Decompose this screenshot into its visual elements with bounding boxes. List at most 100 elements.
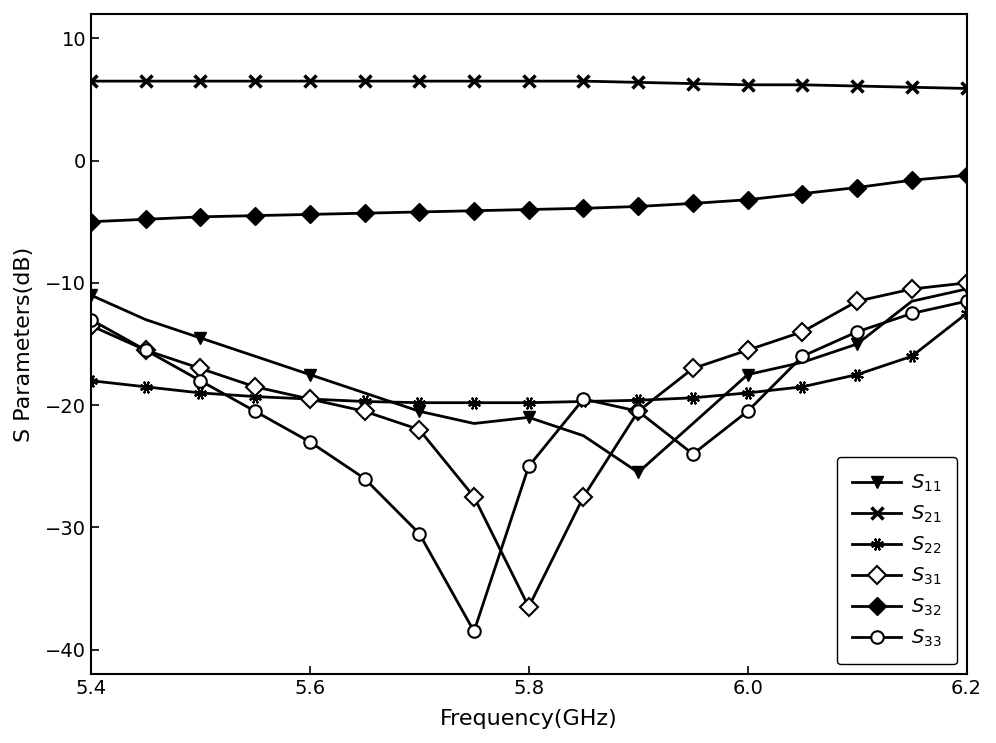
$S_{11}$ <box>468 419 480 428</box>
$S_{22}$ <box>304 395 316 403</box>
$S_{32}$ <box>304 210 316 219</box>
$S_{32}$ <box>359 209 371 218</box>
$S_{11}$ <box>742 370 754 379</box>
$S_{22}$ <box>578 397 590 406</box>
$S_{31}$ <box>359 407 371 416</box>
$S_{21}$ <box>85 77 97 85</box>
$S_{21}$ <box>797 80 809 89</box>
Line: $S_{31}$: $S_{31}$ <box>85 276 973 613</box>
Line: $S_{11}$: $S_{11}$ <box>85 283 973 478</box>
$S_{31}$ <box>304 395 316 403</box>
$S_{33}$ <box>194 376 206 385</box>
$S_{31}$ <box>468 493 480 502</box>
$S_{21}$ <box>632 78 644 87</box>
$S_{22}$ <box>413 398 425 407</box>
$S_{11}$ <box>797 358 809 367</box>
$S_{33}$ <box>578 395 590 403</box>
$S_{32}$ <box>852 183 864 192</box>
$S_{32}$ <box>468 207 480 215</box>
$S_{33}$ <box>85 315 97 324</box>
$S_{33}$ <box>797 351 809 360</box>
$S_{22}$ <box>468 398 480 407</box>
X-axis label: Frequency(GHz): Frequency(GHz) <box>440 709 618 729</box>
$S_{11}$ <box>960 285 972 293</box>
$S_{31}$ <box>578 493 590 502</box>
$S_{21}$ <box>578 77 590 85</box>
$S_{22}$ <box>906 351 918 360</box>
$S_{31}$ <box>960 279 972 288</box>
$S_{31}$ <box>687 364 699 373</box>
$S_{21}$ <box>906 82 918 91</box>
$S_{11}$ <box>85 291 97 299</box>
$S_{33}$ <box>523 462 535 471</box>
$S_{21}$ <box>960 84 972 93</box>
$S_{31}$ <box>797 328 809 337</box>
Y-axis label: S Parameters(dB): S Parameters(dB) <box>14 247 34 441</box>
$S_{21}$ <box>249 77 261 85</box>
$S_{22}$ <box>139 383 151 392</box>
$S_{31}$ <box>906 285 918 293</box>
$S_{32}$ <box>687 199 699 208</box>
$S_{11}$ <box>906 296 918 305</box>
$S_{31}$ <box>85 321 97 330</box>
$S_{31}$ <box>742 345 754 354</box>
$S_{22}$ <box>523 398 535 407</box>
$S_{21}$ <box>304 77 316 85</box>
$S_{11}$ <box>852 340 864 348</box>
$S_{11}$ <box>359 389 371 398</box>
$S_{33}$ <box>687 450 699 458</box>
$S_{21}$ <box>359 77 371 85</box>
$S_{11}$ <box>632 468 644 477</box>
$S_{11}$ <box>139 315 151 324</box>
$S_{33}$ <box>413 529 425 538</box>
Line: $S_{21}$: $S_{21}$ <box>85 75 973 94</box>
$S_{22}$ <box>632 396 644 405</box>
$S_{32}$ <box>906 175 918 184</box>
$S_{33}$ <box>960 296 972 305</box>
$S_{22}$ <box>742 389 754 398</box>
$S_{22}$ <box>960 309 972 318</box>
$S_{31}$ <box>632 407 644 416</box>
$S_{31}$ <box>852 296 864 305</box>
$S_{33}$ <box>359 474 371 483</box>
Legend: $S_{11}$, $S_{21}$, $S_{22}$, $S_{31}$, $S_{32}$, $S_{33}$: $S_{11}$, $S_{21}$, $S_{22}$, $S_{31}$, … <box>837 457 957 664</box>
$S_{33}$ <box>468 627 480 636</box>
$S_{32}$ <box>194 212 206 221</box>
$S_{33}$ <box>906 309 918 318</box>
$S_{32}$ <box>249 211 261 220</box>
$S_{33}$ <box>304 438 316 447</box>
$S_{11}$ <box>249 351 261 360</box>
$S_{21}$ <box>413 77 425 85</box>
$S_{11}$ <box>523 413 535 422</box>
$S_{21}$ <box>523 77 535 85</box>
$S_{21}$ <box>139 77 151 85</box>
$S_{32}$ <box>742 195 754 204</box>
$S_{21}$ <box>687 79 699 88</box>
Line: $S_{33}$: $S_{33}$ <box>85 295 973 637</box>
$S_{21}$ <box>852 82 864 91</box>
$S_{22}$ <box>852 370 864 379</box>
$S_{31}$ <box>523 603 535 611</box>
$S_{11}$ <box>578 431 590 440</box>
$S_{11}$ <box>194 334 206 343</box>
$S_{33}$ <box>249 407 261 416</box>
$S_{11}$ <box>304 370 316 379</box>
$S_{21}$ <box>468 77 480 85</box>
$S_{11}$ <box>687 419 699 428</box>
$S_{22}$ <box>85 376 97 385</box>
$S_{21}$ <box>194 77 206 85</box>
$S_{33}$ <box>632 407 644 416</box>
$S_{32}$ <box>960 171 972 180</box>
$S_{22}$ <box>249 392 261 401</box>
$S_{32}$ <box>632 202 644 211</box>
$S_{11}$ <box>413 407 425 416</box>
$S_{31}$ <box>139 345 151 354</box>
$S_{32}$ <box>413 207 425 216</box>
$S_{21}$ <box>742 80 754 89</box>
$S_{32}$ <box>523 205 535 214</box>
$S_{32}$ <box>139 215 151 224</box>
$S_{22}$ <box>359 397 371 406</box>
$S_{33}$ <box>139 345 151 354</box>
$S_{32}$ <box>797 189 809 198</box>
$S_{32}$ <box>578 204 590 212</box>
